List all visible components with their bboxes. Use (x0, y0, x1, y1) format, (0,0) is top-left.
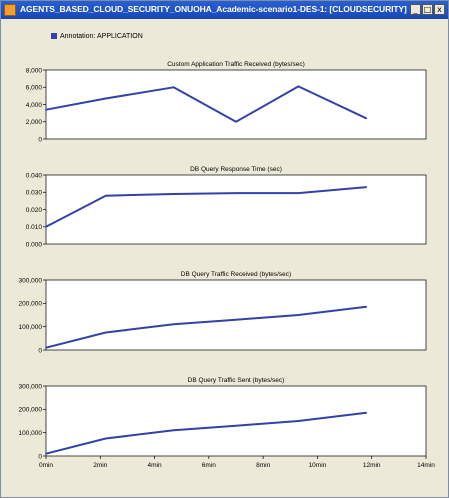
y-tick-label: 4,000 (26, 102, 43, 109)
data-point (365, 117, 368, 120)
app-icon (4, 4, 16, 16)
minimize-button[interactable]: _ (410, 4, 421, 15)
data-point (172, 429, 175, 432)
data-point (365, 306, 368, 308)
data-point (297, 192, 300, 194)
plot-area (45, 174, 427, 245)
x-tick-label: 0min (39, 462, 53, 469)
y-tick-label: 0.000 (26, 241, 43, 248)
legend-swatch (51, 33, 57, 40)
data-point (297, 85, 300, 88)
y-tick-label: 2,000 (26, 119, 43, 126)
data-point (235, 120, 237, 123)
y-tick-label: 300,000 (19, 383, 43, 390)
data-point (104, 97, 107, 100)
window-title: AGENTS_BASED_CLOUD_SECURITY_ONUOHA_Acade… (20, 4, 407, 14)
x-tick-label: 14min (417, 462, 435, 469)
y-tick-label: 100,000 (19, 324, 43, 331)
close-button[interactable]: x (434, 4, 445, 15)
y-tick-label: 8,000 (26, 67, 43, 74)
y-tick-label: 200,000 (19, 407, 43, 414)
data-point (365, 186, 368, 188)
y-tick-label: 0.030 (26, 190, 43, 197)
y-tick-label: 0 (38, 136, 42, 143)
graph-panel: Annotation: APPLICATION Custom Applicati… (3, 20, 446, 495)
chart-3: DB Query Traffic Received (bytes/sec) 0 10… (19, 271, 427, 354)
series-line (45, 411, 367, 455)
data-point (172, 86, 175, 89)
chart-2: DB Query Response Time (sec) 0.000 0.010 0.… (26, 166, 427, 248)
data-point (172, 193, 175, 195)
y-tick-label: 100,000 (19, 430, 43, 437)
chart-title: DB Query Response Time (sec) (190, 166, 282, 173)
data-point (172, 323, 175, 326)
chart-1: Custom Application Traffic Received (byt… (26, 61, 427, 143)
plot-area (45, 385, 427, 457)
data-point (297, 314, 300, 316)
x-tick-label: 2min (93, 462, 107, 469)
plot-area (45, 69, 427, 140)
chart-4: DB Query Traffic Sent (bytes/sec) 0 100,00… (19, 377, 436, 469)
y-tick-label: 0.010 (26, 224, 43, 231)
plot-area (45, 279, 427, 351)
title-bar[interactable]: AGENTS_BASED_CLOUD_SECURITY_ONUOHA_Acade… (1, 1, 448, 19)
x-tick-label: 8min (256, 462, 270, 469)
data-point (235, 192, 237, 194)
y-tick-label: 0.040 (26, 172, 43, 179)
charts-canvas: Custom Application Traffic Received (byt… (19, 61, 436, 469)
chart-title: DB Query Traffic Sent (bytes/sec) (188, 377, 285, 384)
y-tick-label: 0 (38, 453, 42, 460)
y-tick-label: 300,000 (19, 277, 43, 284)
chart-title: Custom Application Traffic Received (byt… (167, 61, 305, 68)
y-tick-label: 6,000 (26, 85, 43, 92)
x-tick-label: 12min (363, 462, 381, 469)
series-line (45, 85, 367, 123)
data-point (104, 194, 107, 197)
chart-title: DB Query Traffic Received (bytes/sec) (181, 271, 291, 278)
data-point (104, 437, 107, 440)
data-point (45, 225, 47, 228)
data-point (104, 331, 107, 334)
data-point (365, 412, 368, 414)
data-point (45, 108, 47, 111)
series-line (45, 186, 367, 228)
data-point (297, 420, 300, 422)
x-tick-label: 4min (148, 462, 162, 469)
legend: Annotation: APPLICATION (51, 33, 143, 43)
data-point (45, 452, 47, 455)
data-point (45, 346, 47, 349)
x-tick-label: 6min (202, 462, 216, 469)
data-point (235, 424, 237, 427)
series-line (45, 305, 367, 349)
legend-label: Annotation: APPLICATION (60, 33, 143, 40)
y-tick-label: 200,000 (19, 301, 43, 308)
y-tick-label: 0.020 (26, 207, 43, 214)
maximize-button[interactable]: □ (422, 4, 433, 15)
y-tick-label: 0 (38, 347, 42, 354)
x-tick-label: 10min (309, 462, 327, 469)
data-point (235, 318, 237, 321)
